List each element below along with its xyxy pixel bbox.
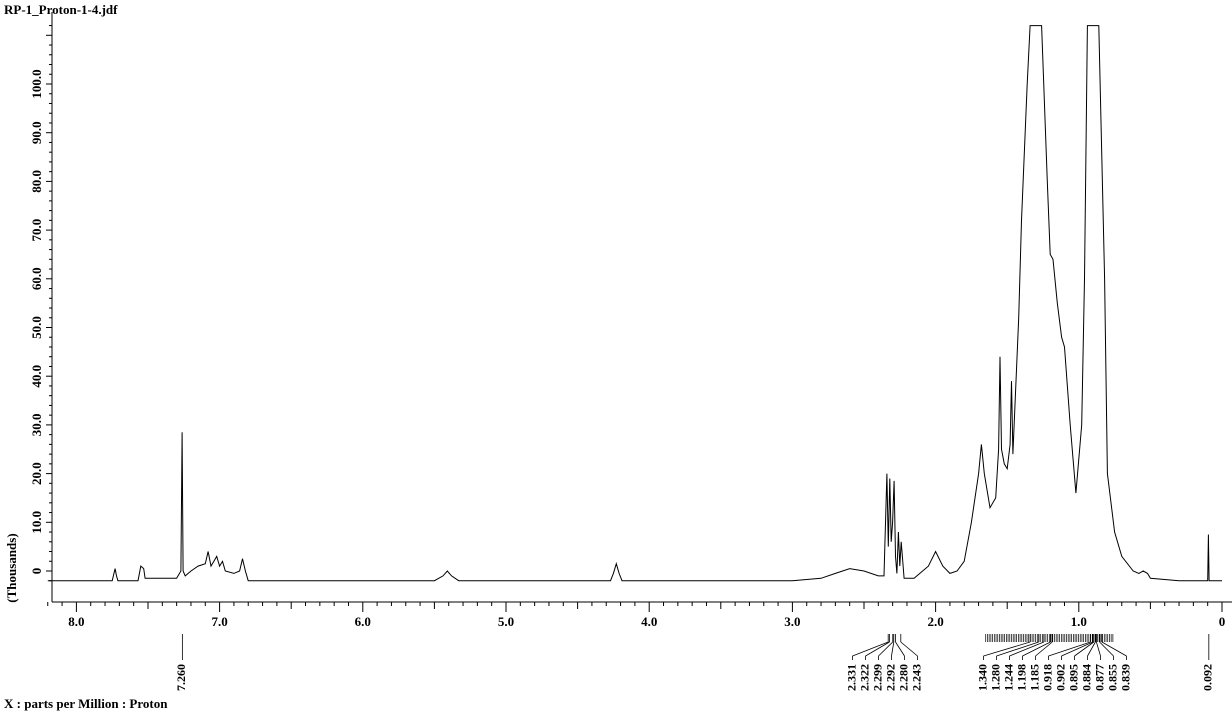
peak-label: 0.092 [1201,664,1215,691]
peak-label: 1.280 [988,664,1002,691]
peak-label: 0.839 [1118,664,1132,691]
peak-label: 1.340 [975,664,989,691]
y-tick-label: 40.0 [29,365,44,388]
y-tick-label: 70.0 [29,219,44,242]
peak-label: 0.895 [1066,664,1080,691]
peak-label: 7.260 [174,664,188,691]
x-axis-label: X : parts per Million : Proton [4,696,168,711]
y-tick-label: 100.0 [29,69,44,98]
x-tick-label: 6.0 [355,614,371,629]
peak-label: 1.244 [1001,664,1015,691]
peak-label: 2.280 [896,664,910,691]
x-tick-label: 7.0 [211,614,227,629]
x-tick-label: 8.0 [68,614,84,629]
plot-frame [51,12,1232,603]
y-tick-label: 10.0 [29,511,44,534]
peak-leader [1009,641,1045,657]
y-axis-ticks: 0 10.0 20.0 30.0 40.0 50.0 60.0 70.0 80.0 90.0 100… [29,25,52,582]
peak-label: 0.884 [1079,664,1093,691]
y-tick-label: 90.0 [29,121,44,144]
peak-leader [1035,641,1053,657]
y-tick-label: 30.0 [29,414,44,437]
y-tick-label: 50.0 [29,316,44,339]
peak-leader [900,641,918,657]
peak-label: 2.331 [844,664,858,691]
x-tick-label: 4.0 [641,614,657,629]
peak-leader [895,641,905,657]
spectrum-line [47,25,1222,582]
peak-labels: 7.260 2.331 2.322 2.299 2.292 2.280 2.243 1.340… [174,634,1215,691]
x-tick-label: 3.0 [784,614,800,629]
peak-leader [865,641,890,657]
y-tick-label: 60.0 [29,267,44,290]
peak-label: 2.292 [883,664,897,691]
peak-leader [852,641,889,657]
y-tick-label: 80.0 [29,170,44,193]
y-axis-label: (Thousands) [4,533,19,602]
peak-leader [1099,641,1114,657]
peak-label: 0.855 [1105,664,1119,691]
peak-leader [996,641,1039,657]
peak-leader [1101,641,1127,657]
peak-label: 0.918 [1040,664,1054,691]
peak-label: 1.198 [1014,664,1028,691]
peak-label: 2.299 [870,664,884,691]
peak-leader [1048,641,1091,657]
x-tick-label: 2.0 [927,614,943,629]
x-axis-ticks: 8.0 7.0 6.0 5.0 4.0 3.0 2.0 1.0 0 [47,602,1226,629]
peak-leader [1022,641,1051,657]
peak-leader [1061,641,1093,657]
x-tick-label: 5.0 [498,614,514,629]
x-tick-label: 0 [1219,614,1226,629]
y-tick-label: 20.0 [29,462,44,485]
peak-label: 2.243 [909,664,923,691]
peak-leader [1074,641,1095,657]
peak-label: 1.185 [1027,664,1041,691]
peak-label: 2.322 [857,664,871,691]
peak-label: 0.902 [1053,664,1067,691]
peak-leader [891,641,895,657]
y-tick-label: 0 [29,568,44,575]
peak-label: 0.877 [1092,664,1106,691]
chart-title: RP-1_Proton-1-4.jdf [4,2,118,17]
x-tick-label: 1.0 [1071,614,1087,629]
peak-leader [1087,641,1096,657]
peak-leader [983,641,1031,657]
peak-leader [1096,641,1101,657]
peak-leader [878,641,894,657]
